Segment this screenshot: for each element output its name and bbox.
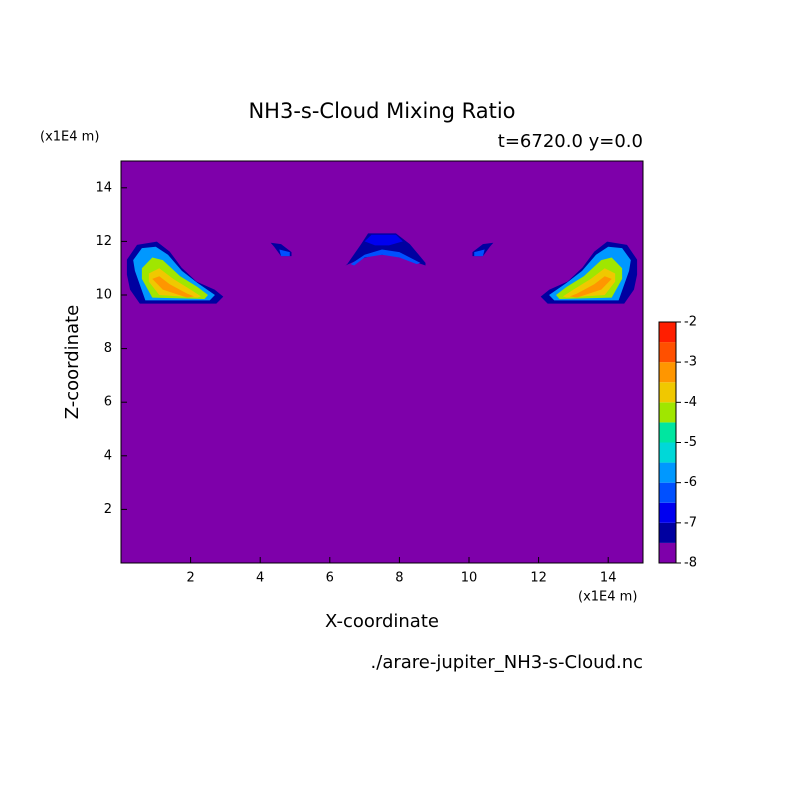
y-tick-label: 6 [104, 395, 112, 410]
chart-subtitle: t=6720.0 y=0.0 [498, 131, 643, 152]
colorbar-band [659, 462, 676, 483]
footer: ./arare-jupiter_NH3-s-Cloud.nc [371, 652, 643, 673]
contour-region [474, 249, 485, 257]
colorbar-band [659, 382, 676, 403]
contour-region [152, 276, 195, 298]
x-tick-label: 6 [326, 571, 334, 586]
y-tick-label: 12 [95, 234, 112, 249]
y-axis-label: Z-coordinate [62, 305, 83, 420]
x-tick-label: 12 [530, 571, 547, 586]
colorbar-tick-label: -5 [684, 435, 697, 450]
plot-frame [120, 160, 644, 564]
colorbar-band [659, 522, 676, 543]
plot-background [121, 161, 643, 563]
colorbar-band [659, 542, 676, 563]
x-tick-label: 4 [256, 571, 264, 586]
colorbar-band [659, 482, 676, 503]
colorbar-tick-label: -4 [684, 395, 697, 410]
y-tick-label: 14 [95, 180, 112, 195]
colorbar-tick-label: -8 [684, 556, 697, 571]
x-unit: (x1E4 m) [578, 590, 637, 605]
x-axis-label: X-coordinate [325, 611, 439, 632]
colorbar-band [659, 422, 676, 443]
colorbar-band [659, 402, 676, 423]
chart-title: NH3-s-Cloud Mixing Ratio [248, 99, 515, 123]
colorbar-band [659, 322, 676, 343]
colorbar-band [659, 342, 676, 363]
y-tick-label: 8 [104, 341, 112, 356]
colorbar-tick-label: -2 [684, 315, 697, 330]
y-tick-label: 2 [104, 502, 112, 517]
contour-region [279, 249, 290, 257]
contour-region [350, 249, 421, 266]
contour-region [148, 268, 202, 298]
colorbar-tick-label: -6 [684, 475, 697, 490]
colorbar-tick-label: -3 [684, 355, 697, 370]
x-tick-label: 10 [461, 571, 478, 586]
colorbar-band [659, 442, 676, 463]
contour-region [562, 268, 616, 298]
y-tick-label: 4 [104, 448, 112, 463]
colorbar-band [659, 502, 676, 523]
contour-region [364, 234, 403, 246]
colorbar-band [659, 362, 676, 383]
x-tick-label: 8 [395, 571, 403, 586]
contour-region [569, 276, 612, 298]
colorbar-tick-label: -7 [684, 515, 697, 530]
x-tick-label: 14 [600, 571, 617, 586]
x-tick-label: 2 [186, 571, 194, 586]
y-tick-label: 10 [95, 288, 112, 303]
y-unit: (x1E4 m) [40, 130, 99, 145]
